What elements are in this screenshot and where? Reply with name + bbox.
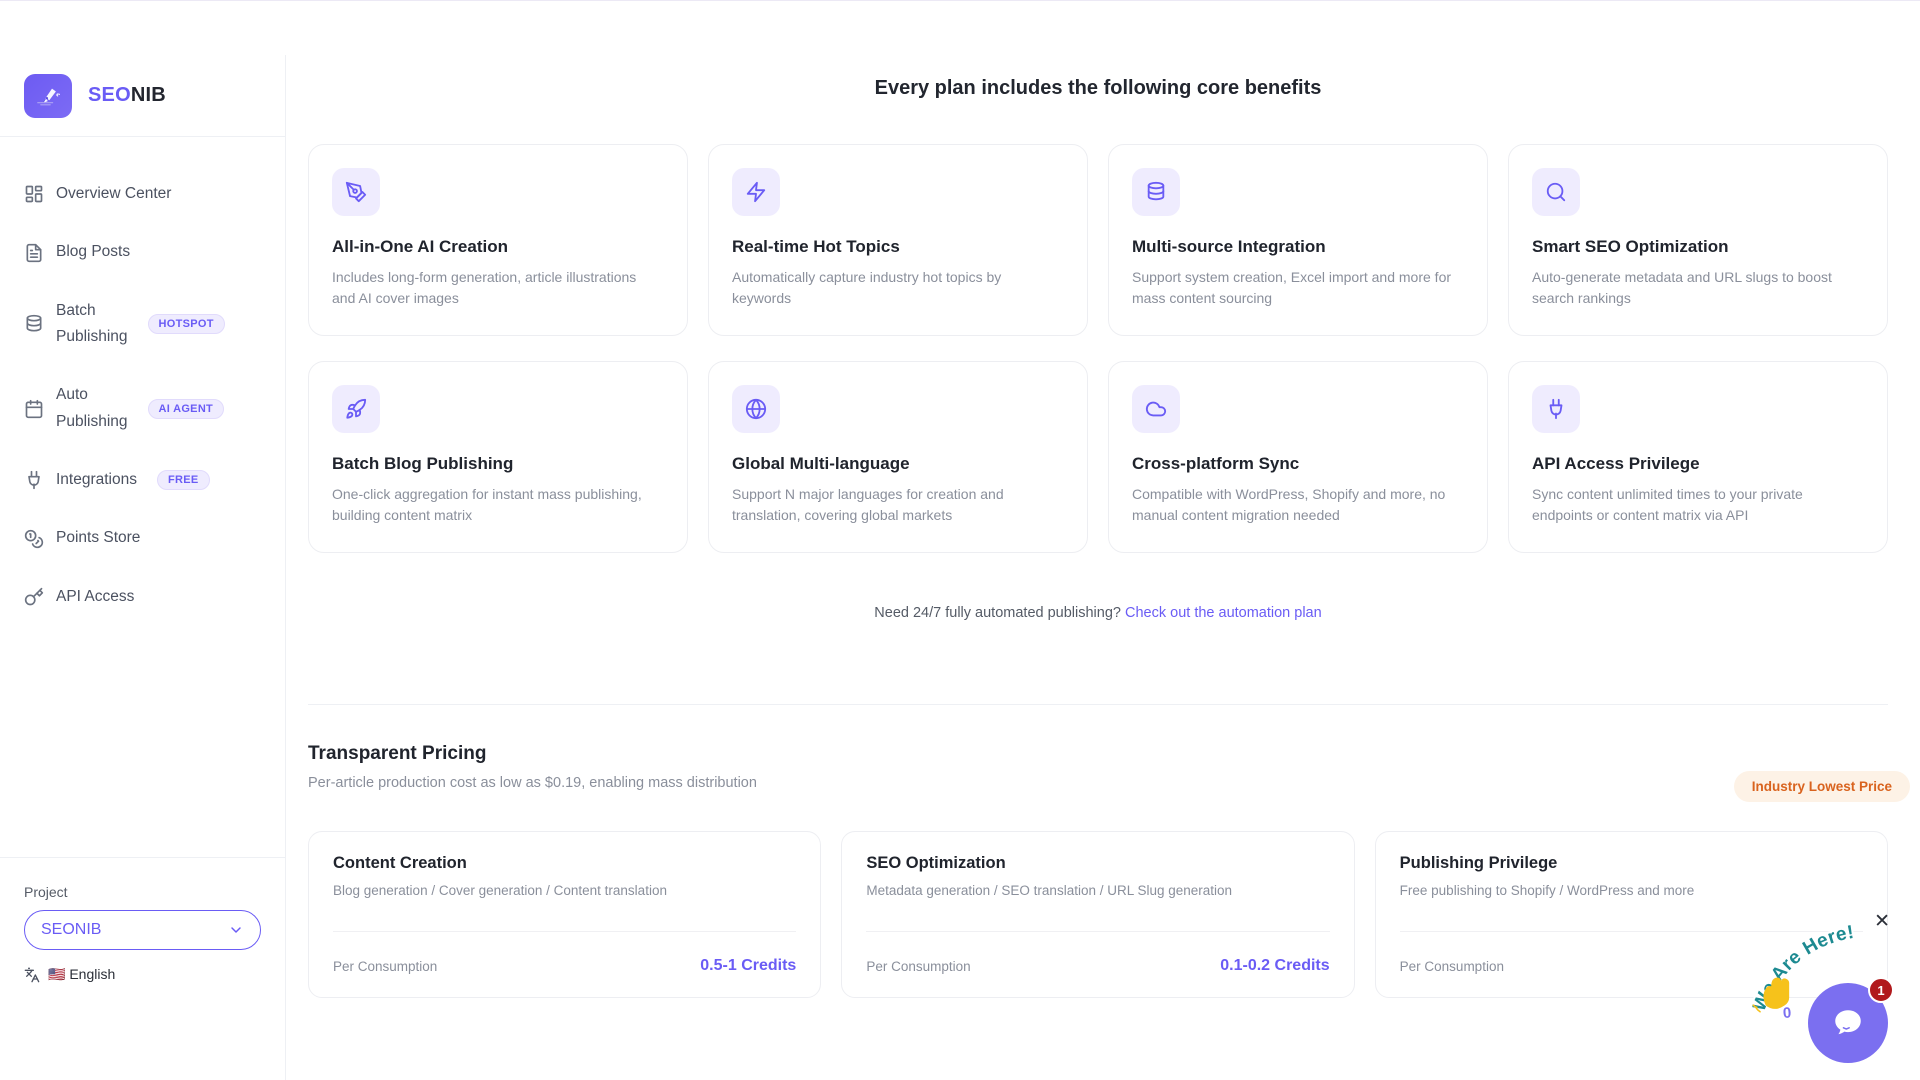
- svg-text:0: 0: [1782, 1004, 1792, 1022]
